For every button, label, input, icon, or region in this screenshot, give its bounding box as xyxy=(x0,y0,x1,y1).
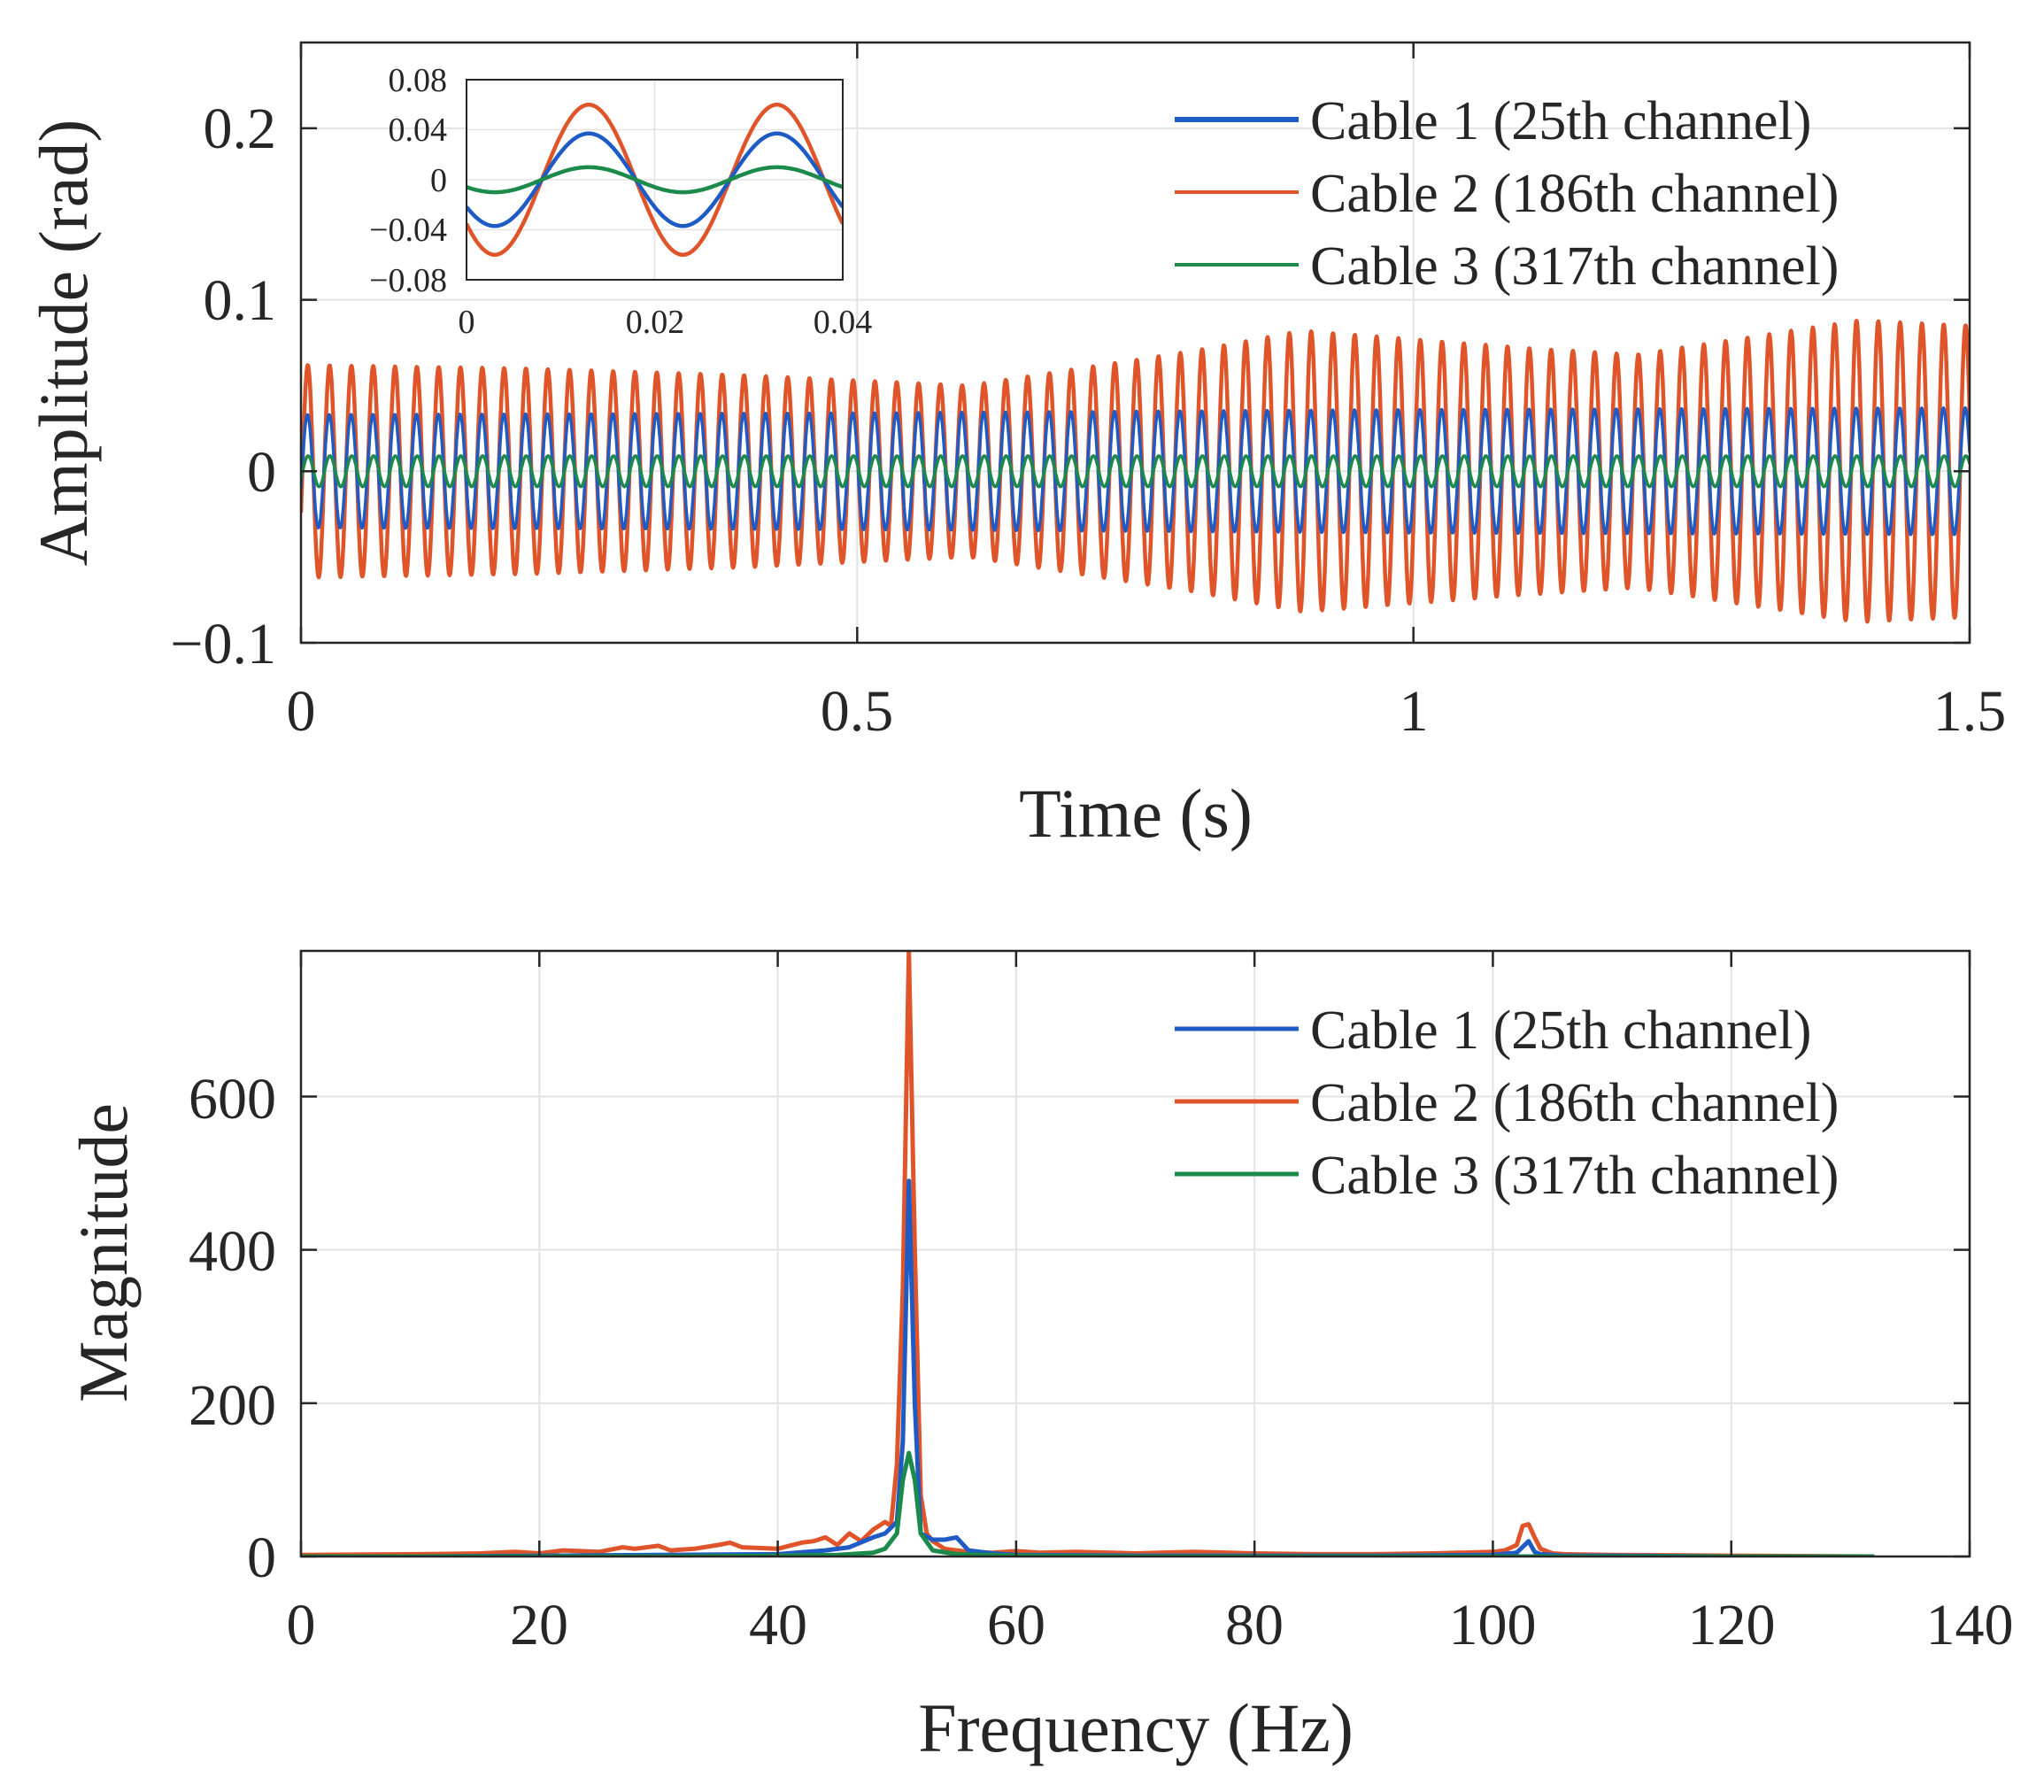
legend-label-cable-3: Cable 3 (317th channel) xyxy=(1310,1146,1839,1206)
series-line-cable-1 xyxy=(301,1178,1875,1556)
bottom-xtick-label: 40 xyxy=(749,1593,807,1657)
bottom-plot-area xyxy=(301,951,1970,1556)
bottom-xtick-label: 100 xyxy=(1449,1593,1537,1657)
top-x-axis-label: Time (s) xyxy=(1019,775,1253,852)
bottom-xtick-label: 60 xyxy=(987,1593,1045,1657)
series-line-cable-2 xyxy=(301,951,1875,1556)
bottom-axes-box xyxy=(299,949,1971,1558)
inset-ytick-label: −0.04 xyxy=(369,212,447,249)
inset-series-line-cable-2 xyxy=(467,103,843,257)
bottom-xtick-label: 0 xyxy=(287,1593,316,1657)
top-ytick-label: 0.1 xyxy=(204,268,277,333)
top-y-axis-label: Amplitude (rad) xyxy=(25,120,102,567)
bottom-xtick-label: 80 xyxy=(1225,1593,1284,1657)
inset-ytick-label: 0 xyxy=(430,162,447,199)
inset-series xyxy=(467,103,843,257)
inset-ytick-label: 0.08 xyxy=(389,62,448,99)
top-ytick-label: −0.1 xyxy=(170,612,276,676)
inset-xtick-label: 0.04 xyxy=(814,304,873,341)
bottom-xtick-label: 120 xyxy=(1688,1593,1776,1657)
frequency-domain-chart: 0 20 40 60 80 100 120 140 0 200 400 600 … xyxy=(65,949,2014,1766)
top-ytick-label: 0 xyxy=(247,440,276,505)
inset-ytick-label: 0.04 xyxy=(389,112,448,149)
inset-xtick-label: 0 xyxy=(459,304,475,341)
bottom-ytick-label: 200 xyxy=(189,1373,276,1438)
top-xtick-label: 1.5 xyxy=(1933,679,2007,744)
bottom-legend: Cable 1 (25th channel) Cable 2 (186th ch… xyxy=(1175,1000,1839,1206)
bottom-y-axis-label: Magnitude xyxy=(65,1103,142,1402)
series-line-cable-1 xyxy=(301,406,1970,537)
bottom-xtick-label: 140 xyxy=(1926,1593,2014,1657)
series-line-cable-2 xyxy=(301,319,1970,624)
top-ytick-label: 0.2 xyxy=(204,97,277,161)
top-axes-box xyxy=(299,41,1971,645)
bottom-xtick-label: 20 xyxy=(510,1593,568,1657)
legend-label-cable-2: Cable 2 (186th channel) xyxy=(1310,1073,1839,1133)
top-xtick-label: 0 xyxy=(287,679,316,744)
top-ticks xyxy=(299,42,1971,645)
time-domain-chart: 0 0.5 1 1.5 −0.1 0 0.1 0.2 Time (s) Ampl… xyxy=(25,41,2007,852)
legend-label-cable-1: Cable 1 (25th channel) xyxy=(1310,91,1811,151)
inset-ytick-label: −0.08 xyxy=(369,262,447,299)
inset-chart: 0.08 0.04 0 −0.04 −0.08 0 0.02 0.04 xyxy=(369,62,872,341)
series-line-cable-3 xyxy=(301,454,1970,489)
bottom-ytick-label: 400 xyxy=(189,1219,276,1284)
bottom-x-axis-label: Frequency (Hz) xyxy=(918,1689,1354,1766)
legend-label-cable-2: Cable 2 (186th channel) xyxy=(1310,164,1839,224)
inset-series-line-cable-3 xyxy=(467,165,843,195)
legend-label-cable-3: Cable 3 (317th channel) xyxy=(1310,236,1839,297)
bottom-ytick-label: 0 xyxy=(247,1526,276,1590)
bottom-ytick-label: 600 xyxy=(189,1067,276,1132)
top-legend: Cable 1 (25th channel) Cable 2 (186th ch… xyxy=(1175,91,1839,297)
top-xtick-label: 0.5 xyxy=(821,679,894,744)
bottom-ticks xyxy=(299,951,1971,1558)
top-xtick-label: 1 xyxy=(1400,679,1429,744)
inset-xtick-label: 0.02 xyxy=(626,304,685,341)
inset-axes-box xyxy=(466,79,844,281)
top-series xyxy=(301,319,1970,624)
legend-label-cable-1: Cable 1 (25th channel) xyxy=(1310,1000,1811,1061)
inset-series-line-cable-1 xyxy=(467,131,843,228)
